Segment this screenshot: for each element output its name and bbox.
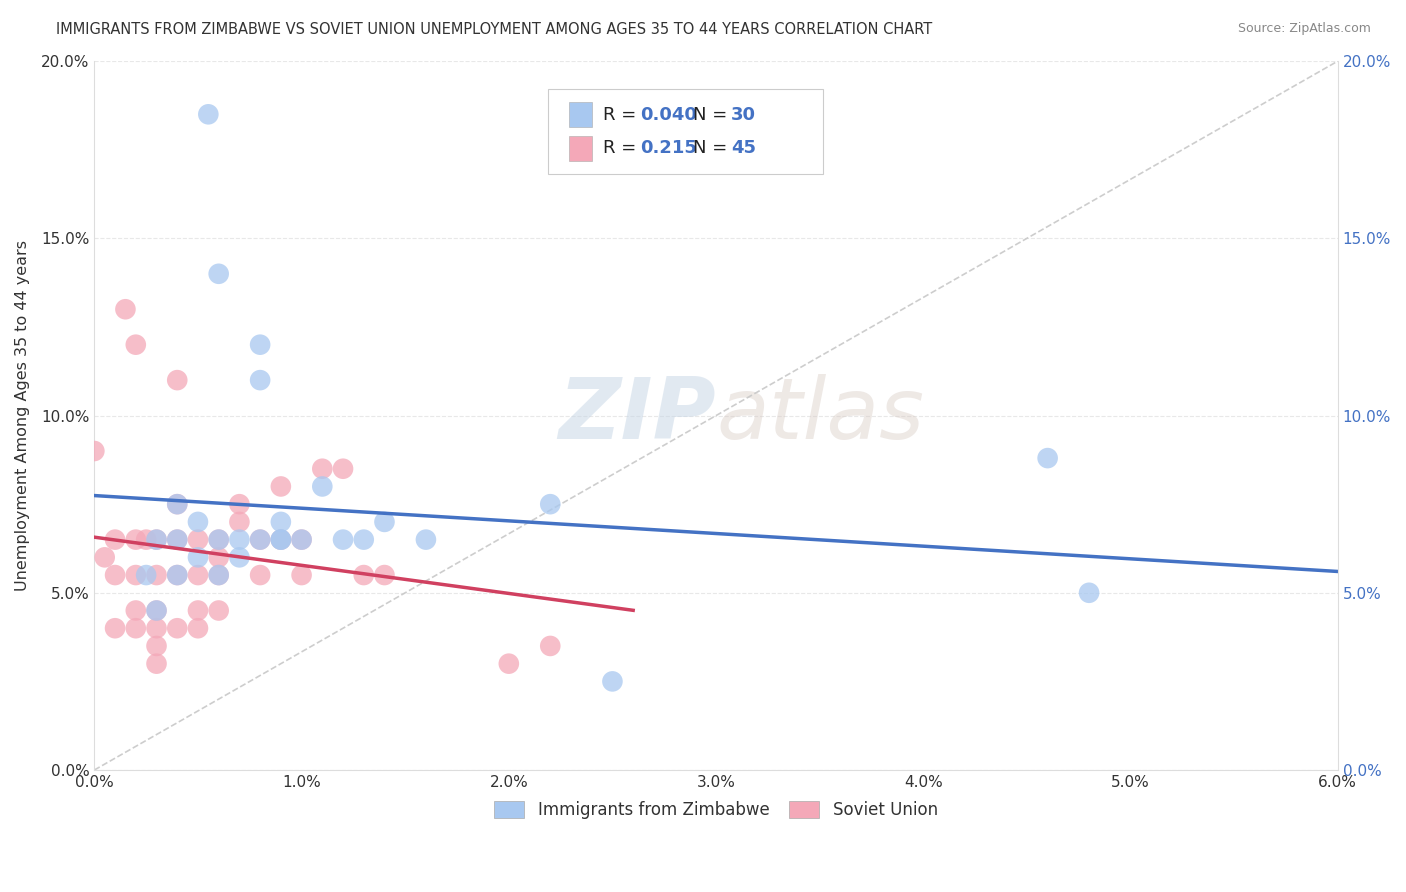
- Point: [166, 568, 188, 582]
- Point: [228, 550, 250, 565]
- Point: [166, 373, 188, 387]
- Point: [353, 568, 375, 582]
- Point: [187, 515, 209, 529]
- Point: [125, 603, 148, 617]
- Text: atlas: atlas: [716, 374, 924, 457]
- Point: [125, 337, 148, 351]
- Point: [208, 267, 231, 281]
- Point: [187, 533, 209, 547]
- Text: N =: N =: [693, 139, 733, 157]
- Point: [332, 533, 354, 547]
- Point: [270, 479, 292, 493]
- Point: [135, 568, 157, 582]
- Point: [145, 639, 167, 653]
- Point: [311, 479, 333, 493]
- Point: [208, 568, 231, 582]
- Text: ZIP: ZIP: [558, 374, 716, 457]
- Point: [114, 302, 136, 317]
- Point: [415, 533, 437, 547]
- Point: [145, 533, 167, 547]
- Point: [145, 621, 167, 635]
- Text: 0.215: 0.215: [640, 139, 696, 157]
- Text: IMMIGRANTS FROM ZIMBABWE VS SOVIET UNION UNEMPLOYMENT AMONG AGES 35 TO 44 YEARS : IMMIGRANTS FROM ZIMBABWE VS SOVIET UNION…: [56, 22, 932, 37]
- Point: [125, 568, 148, 582]
- Point: [208, 568, 231, 582]
- Point: [1078, 586, 1101, 600]
- Point: [373, 515, 395, 529]
- Point: [166, 497, 188, 511]
- Point: [332, 461, 354, 475]
- Point: [145, 568, 167, 582]
- Point: [208, 603, 231, 617]
- Point: [228, 497, 250, 511]
- Point: [145, 603, 167, 617]
- Point: [270, 515, 292, 529]
- Point: [93, 550, 115, 565]
- Text: R =: R =: [603, 139, 648, 157]
- Legend: Immigrants from Zimbabwe, Soviet Union: Immigrants from Zimbabwe, Soviet Union: [488, 794, 945, 825]
- Point: [290, 533, 312, 547]
- Point: [187, 550, 209, 565]
- Text: N =: N =: [693, 106, 733, 124]
- Point: [83, 444, 105, 458]
- Point: [145, 603, 167, 617]
- Point: [373, 568, 395, 582]
- Point: [270, 533, 292, 547]
- Text: 30: 30: [731, 106, 756, 124]
- Point: [602, 674, 624, 689]
- Point: [249, 337, 271, 351]
- Point: [104, 533, 127, 547]
- Text: R =: R =: [603, 106, 643, 124]
- Point: [290, 533, 312, 547]
- Point: [353, 533, 375, 547]
- Point: [498, 657, 520, 671]
- Point: [104, 621, 127, 635]
- Point: [249, 533, 271, 547]
- Point: [208, 533, 231, 547]
- Point: [228, 533, 250, 547]
- Text: 45: 45: [731, 139, 756, 157]
- Point: [228, 515, 250, 529]
- Text: Source: ZipAtlas.com: Source: ZipAtlas.com: [1237, 22, 1371, 36]
- Point: [290, 568, 312, 582]
- Point: [249, 533, 271, 547]
- Point: [166, 497, 188, 511]
- Point: [104, 568, 127, 582]
- Point: [249, 568, 271, 582]
- Point: [1036, 451, 1059, 466]
- Point: [135, 533, 157, 547]
- Y-axis label: Unemployment Among Ages 35 to 44 years: Unemployment Among Ages 35 to 44 years: [15, 240, 30, 591]
- Point: [538, 497, 561, 511]
- Text: 0.040: 0.040: [640, 106, 696, 124]
- Point: [166, 621, 188, 635]
- Point: [187, 568, 209, 582]
- Point: [145, 657, 167, 671]
- Point: [166, 533, 188, 547]
- Point: [538, 639, 561, 653]
- Point: [311, 461, 333, 475]
- Point: [270, 533, 292, 547]
- Point: [145, 533, 167, 547]
- Point: [208, 533, 231, 547]
- Point: [208, 550, 231, 565]
- Point: [187, 621, 209, 635]
- Point: [270, 533, 292, 547]
- Point: [187, 603, 209, 617]
- Point: [166, 533, 188, 547]
- Point: [249, 373, 271, 387]
- Point: [166, 568, 188, 582]
- Point: [125, 621, 148, 635]
- Point: [125, 533, 148, 547]
- Point: [197, 107, 219, 121]
